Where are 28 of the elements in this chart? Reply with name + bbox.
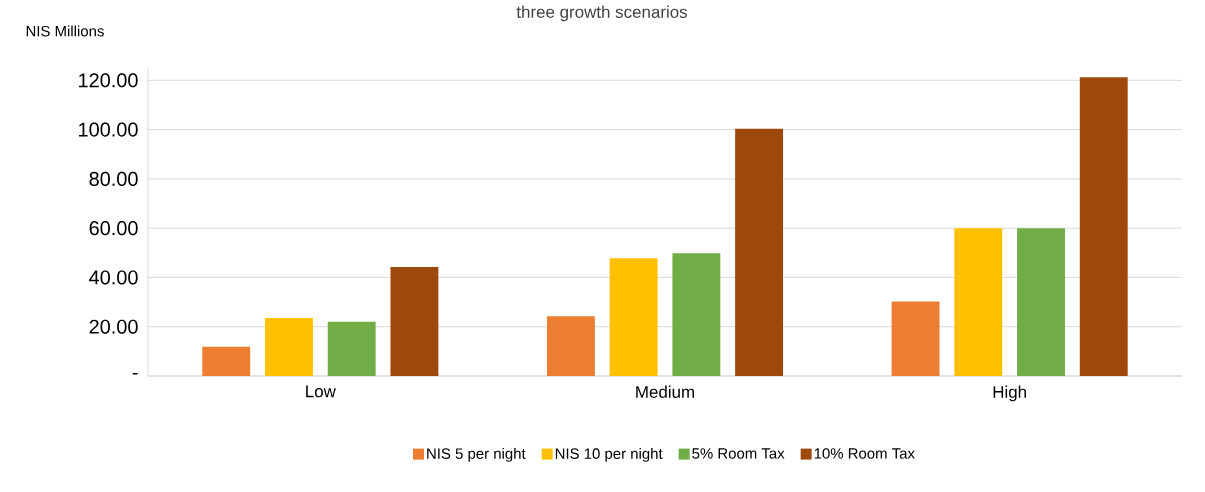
- y-tick-label: 20.00: [89, 319, 138, 334]
- y-tick-label: -: [132, 372, 138, 375]
- y-tick-label: 120.00: [79, 73, 138, 88]
- legend-label: NIS 5 per night: [427, 447, 526, 462]
- y-tick-label: 60.00: [89, 221, 138, 236]
- bar: [1079, 77, 1128, 376]
- legend-label: 5% Room Tax: [692, 448, 785, 459]
- chart-title: three growth scenarios: [516, 5, 688, 22]
- x-tick-label: Medium: [636, 385, 694, 398]
- y-tick-label: 40.00: [89, 270, 138, 285]
- bar: [202, 346, 251, 376]
- bar: [1017, 228, 1065, 376]
- bar: [265, 318, 313, 376]
- y-tick-label: 80.00: [89, 171, 138, 186]
- bar: [546, 316, 595, 376]
- bar: [735, 128, 784, 376]
- bar: [672, 253, 721, 376]
- bar: [954, 228, 1003, 376]
- legend-label: NIS 10 per night: [555, 447, 663, 462]
- x-tick-label: Low: [306, 385, 336, 398]
- bar: [891, 301, 940, 376]
- bar: [327, 321, 376, 376]
- x-tick-label: High: [993, 385, 1026, 402]
- bar: [609, 258, 658, 376]
- bar: [390, 267, 439, 376]
- legend-label: 10% Room Tax: [814, 448, 915, 459]
- y-axis-title: NIS Millions: [26, 25, 104, 37]
- y-tick-label: 100.00: [79, 122, 138, 137]
